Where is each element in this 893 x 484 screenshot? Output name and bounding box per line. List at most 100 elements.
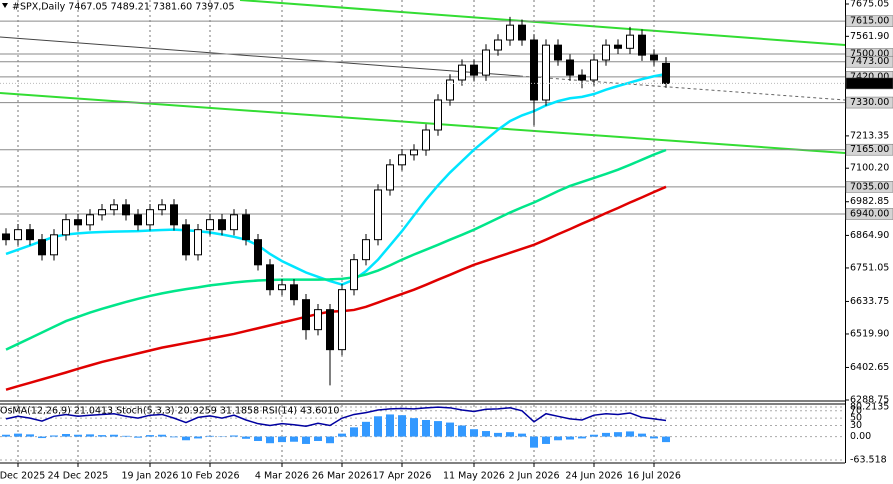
x-tick-label: 2 Dec 2025 [0,471,45,482]
candle-body [2,233,10,241]
osma-bar [482,431,490,437]
candle-body [338,289,346,351]
candle-body [638,34,646,56]
candle-body [38,239,46,256]
candle-body [146,209,154,226]
y-tick-label: 70 [850,405,862,416]
level-box [845,15,893,27]
rsi-line [5,406,667,428]
osma-bar [542,436,550,444]
candle-body [158,204,166,211]
level-box [845,96,893,109]
osma-bar [434,421,442,437]
title-icon [2,3,8,8]
level-box [845,55,893,68]
level-box [845,181,893,193]
x-tick-label: 24 Dec 2025 [48,471,109,482]
candle-body [254,239,262,266]
candle-body [398,154,406,166]
osma-bar [602,432,610,437]
candle-body [266,264,274,291]
candle-body [566,59,574,76]
osma-bar [278,436,286,443]
x-tick-label: 17 Apr 2026 [373,471,432,482]
candle-body [374,189,382,241]
candle-body [182,224,190,256]
candle-body [26,229,34,241]
candle-body [482,49,490,76]
osma-bar [2,434,10,437]
y-tick-label: 6982.85 [850,196,889,207]
osma-bar [74,434,82,437]
candle-body [350,259,358,291]
level-label: 7397.05 [850,78,889,89]
candle-body [218,219,226,231]
osma-bar [266,436,274,444]
osma-bar [26,434,34,437]
candle-body [470,64,478,76]
osma-bar [362,421,370,437]
candle-body [602,44,610,61]
y-tick-label: 6288.75 [850,395,889,406]
osma-bar [194,436,202,439]
candle-body [542,44,550,101]
candle-body [518,24,526,41]
osma-bar [302,436,310,444]
x-tick-label: 4 Mar 2026 [255,471,309,482]
candle-body [530,39,538,101]
candle-body [98,209,106,216]
x-tick-label: 19 Jan 2026 [122,471,179,482]
candle-body [590,59,598,81]
candle-body [410,149,418,156]
osma-bar [206,435,214,437]
level-label: 7165.00 [850,144,889,155]
osma-bar [374,416,382,437]
candle-body [386,164,394,191]
x-tick-label: 11 May 2026 [443,471,505,482]
osma-bar [14,433,22,437]
candle-body [110,204,118,211]
osma-bar [170,436,178,438]
osma-bar [386,414,394,437]
moving-average [5,72,667,286]
candle-body [278,284,286,291]
y-tick-label: 7561.90 [850,31,889,42]
y-tick-label: 6864.90 [850,230,889,241]
candle-body [326,309,334,351]
osma-bar [590,434,598,437]
osma-bar [110,434,118,437]
trendline [0,36,521,77]
osma-bar [314,436,322,442]
y-tick-label: 50 [850,413,862,424]
trendline [239,0,846,46]
x-tick-label: 10 Feb 2026 [180,471,239,482]
candle-body [86,214,94,226]
candle-body [62,219,70,236]
level-label: 6940.00 [850,208,889,219]
candle-body [314,309,322,331]
osma-bar [158,434,166,437]
candle-body [506,24,514,41]
osma-bar [182,436,190,441]
candle-body [446,79,454,101]
candle-body [14,229,22,241]
osma-bar [410,418,418,437]
y-tick-label: 0.00 [850,431,871,442]
candle-body [50,234,58,256]
candle-body [206,219,214,231]
osma-bar [554,436,562,441]
level-label: 7615.00 [850,16,889,27]
osma-bar [626,431,634,437]
candle-body [626,34,634,49]
level-label: 7473.00 [850,56,889,67]
osma-bar [134,436,142,438]
candle-body [494,39,502,51]
y-tick-label: 7675.05 [850,0,889,10]
osma-bar [458,425,466,437]
x-tick-label: 24 Jun 2026 [565,471,622,482]
candle-body [578,74,586,81]
osma-bar [86,434,94,437]
candle-body [458,64,466,81]
moving-average [5,148,667,351]
